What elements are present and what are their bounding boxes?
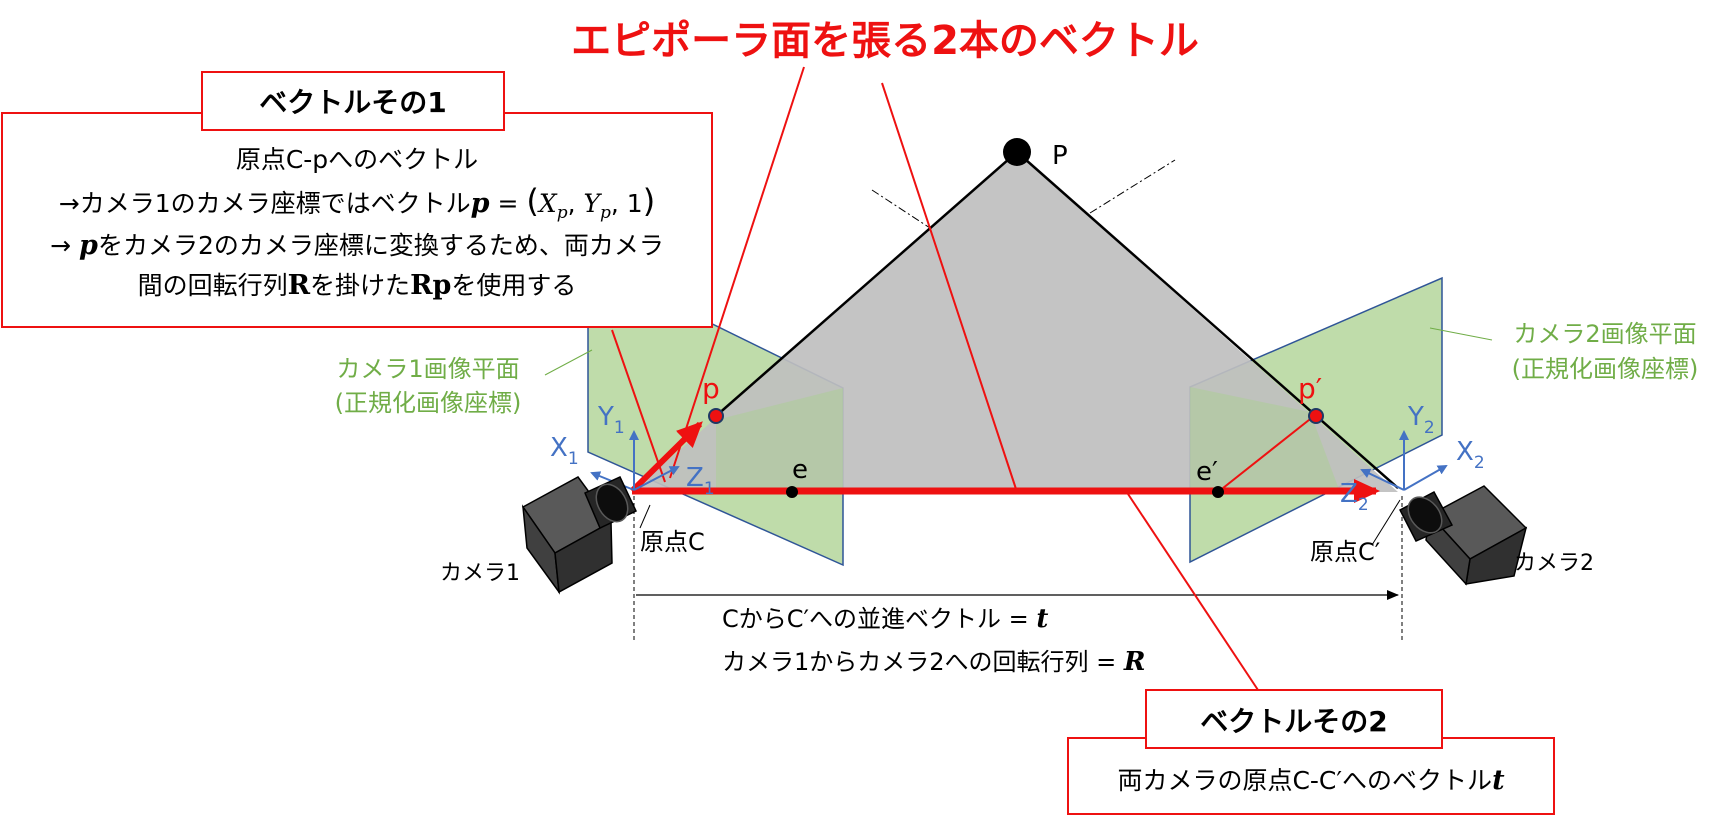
camera1-plane-label-line1: カメラ1画像平面 — [336, 355, 519, 383]
vector1-header: ベクトルその1 — [259, 86, 446, 119]
vector1-callout-box: ベクトルその1 原点C-pへのベクトル →カメラ1のカメラ座標ではベクトルp =… — [1, 71, 713, 328]
camera2-axis-y-label: Y2 — [1407, 402, 1435, 438]
label-p: p — [702, 372, 720, 405]
vector1-line3: → pをカメラ2のカメラ座標に変換するため、両カメラ — [50, 230, 664, 261]
camera1-axis-x-label: X1 — [550, 433, 579, 469]
origin-Cprime-label: 原点C′ — [1310, 538, 1380, 566]
camera1-axis-y-label: Y1 — [597, 402, 625, 438]
origin-Cprime-leader — [1371, 499, 1401, 546]
label-P: P — [1052, 141, 1068, 171]
camera2-axis-x-label: X2 — [1456, 437, 1485, 473]
camera1-label: カメラ1 — [440, 561, 520, 586]
vector2-callout — [1127, 493, 1259, 691]
camera1-plane-label-line2: (正規化画像座標) — [335, 389, 522, 417]
camera1-plane-leader — [544, 349, 593, 376]
epipolar-plane — [632, 152, 1398, 492]
epipolar-line-eprime-pprime — [1217, 415, 1315, 493]
translation-label: CからC′への並進ベクトル = t — [722, 604, 1048, 634]
camera2-plane-label-line2: (正規化画像座標) — [1512, 355, 1699, 383]
vector1-line1: 原点C-pへのベクトル — [236, 145, 478, 174]
camera1-z-axis — [633, 466, 680, 491]
title-callout-right — [881, 82, 1018, 493]
point-P-dot — [1003, 138, 1031, 166]
camera2-z-axis — [1360, 468, 1405, 491]
camera2-plane-label-line1: カメラ2画像平面 — [1513, 320, 1696, 348]
point-p-dot — [708, 408, 724, 424]
line-P-to-p — [715, 151, 1018, 417]
vector-p-arrow — [629, 421, 703, 494]
camera1-plane-overlap — [716, 388, 843, 492]
vector1-callout — [611, 329, 666, 483]
vector2-header: ベクトルその2 — [1200, 705, 1387, 738]
label-eprime: e′ — [1196, 457, 1218, 487]
vector2-line1: 両カメラの原点C-C′へのベクトルt — [1117, 765, 1505, 796]
title-callout-left — [669, 66, 805, 479]
camera2-plane-overlap — [1190, 387, 1340, 492]
camera2-axis-z-label: Z2 — [1340, 479, 1369, 515]
point-pprime-dot — [1308, 408, 1324, 424]
camera2-plane-leader — [1429, 327, 1493, 341]
vector2-callout-box: ベクトルその2 両カメラの原点C-C′へのベクトルt — [1067, 689, 1555, 815]
vector1-line2: →カメラ1のカメラ座標ではベクトルp = (Xp, Yp, 1) — [59, 182, 655, 223]
point-e-dot — [786, 486, 798, 498]
line-P-to-pprime — [1016, 151, 1399, 489]
camera2-icon — [1398, 485, 1528, 586]
origin-C-label: 原点C — [640, 528, 705, 556]
camera1-axis-z-label: Z1 — [686, 463, 715, 499]
camera2-label: カメラ2 — [1514, 551, 1594, 576]
dashdot-line-right — [1089, 159, 1176, 214]
origin-C-leader — [639, 504, 651, 529]
vector1-line4: 間の回転行列Rを掛けたRpを使用する — [138, 270, 577, 301]
rotation-label: カメラ1からカメラ2への回転行列 = R — [722, 647, 1146, 677]
dashdot-line-left — [871, 189, 931, 229]
point-eprime-dot — [1212, 486, 1224, 498]
label-pprime: p′ — [1298, 372, 1322, 405]
camera2-x-axis — [1403, 465, 1448, 491]
label-e: e — [792, 455, 808, 485]
diagram-title: エピポーラ面を張る2本のベクトル — [571, 18, 1199, 64]
camera1-icon — [521, 476, 637, 595]
